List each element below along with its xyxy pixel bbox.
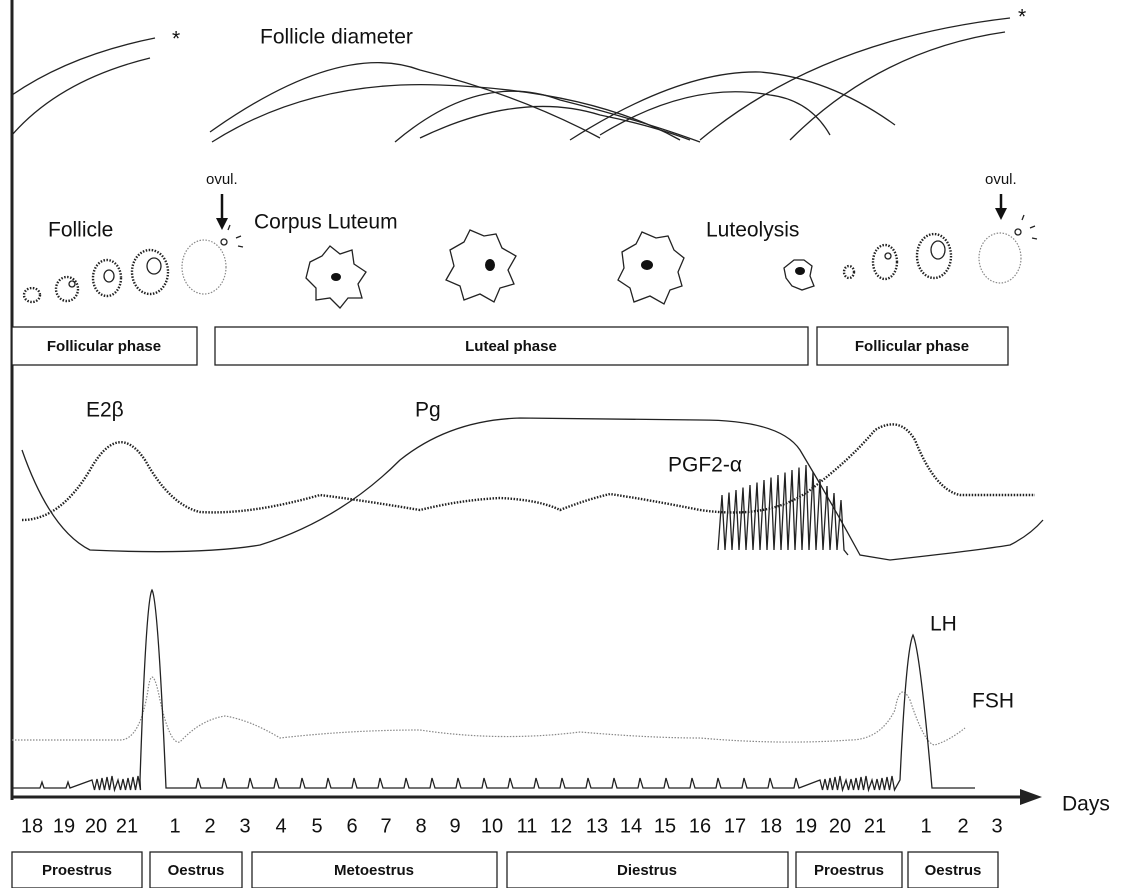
label: Corpus Luteum [254, 211, 398, 234]
day-label: 19 [53, 815, 75, 837]
day-label: 10 [481, 815, 503, 837]
phase-label: Luteal phase [465, 338, 557, 355]
day-label: 19 [795, 815, 817, 837]
day-label: 12 [550, 815, 572, 837]
stage-label: Metoestrus [334, 862, 414, 879]
label: * [1018, 6, 1026, 29]
day-label: 18 [760, 815, 782, 837]
day-label: 7 [380, 815, 391, 837]
figure: Follicle diameter * * ovul. ovul. Follic… [0, 0, 1122, 888]
stage-label: Diestrus [617, 862, 677, 879]
label: Follicle diameter [260, 26, 413, 49]
hormone-curves [12, 418, 1043, 790]
day-label: 17 [724, 815, 746, 837]
label: ovul. [206, 171, 238, 188]
label: LH [930, 613, 957, 636]
label: FSH [972, 690, 1014, 713]
stage-label: Proestrus [42, 862, 112, 879]
stage-label: Oestrus [168, 862, 225, 879]
day-label: 9 [449, 815, 460, 837]
day-label: 3 [991, 815, 1002, 837]
follicle-diameter-curves [12, 18, 1010, 142]
day-label: 21 [864, 815, 886, 837]
day-label: 20 [85, 815, 107, 837]
day-label: 14 [620, 815, 642, 837]
day-label: 8 [415, 815, 426, 837]
day-label: 4 [275, 815, 286, 837]
stage-label: Oestrus [925, 862, 982, 879]
stage-label: Proestrus [814, 862, 884, 879]
label: Pg [415, 399, 441, 422]
label: ovul. [985, 171, 1017, 188]
day-label: 1 [169, 815, 180, 837]
day-label: 2 [204, 815, 215, 837]
day-label: 18 [21, 815, 43, 837]
day-label: 1 [920, 815, 931, 837]
day-label: 16 [689, 815, 711, 837]
label: Follicle [48, 219, 113, 242]
label: * [172, 28, 180, 51]
day-label: 2 [957, 815, 968, 837]
ovary-structures [24, 194, 1037, 308]
phase-label: Follicular phase [47, 338, 161, 355]
label: PGF2-α [668, 454, 742, 477]
day-label: 11 [517, 815, 538, 837]
day-label: 20 [829, 815, 851, 837]
day-label: 21 [116, 815, 138, 837]
day-label: 5 [311, 815, 322, 837]
label: Days [1062, 793, 1110, 816]
label: E2β [86, 399, 124, 422]
day-label: 3 [239, 815, 250, 837]
day-label: 15 [654, 815, 676, 837]
axis-arrow [1020, 789, 1042, 805]
day-label: 13 [586, 815, 608, 837]
day-label: 6 [346, 815, 357, 837]
phase-label: Follicular phase [855, 338, 969, 355]
page: {"labels": {"follicle_diameter": "Follic… [0, 0, 1122, 888]
label: Luteolysis [706, 219, 799, 242]
